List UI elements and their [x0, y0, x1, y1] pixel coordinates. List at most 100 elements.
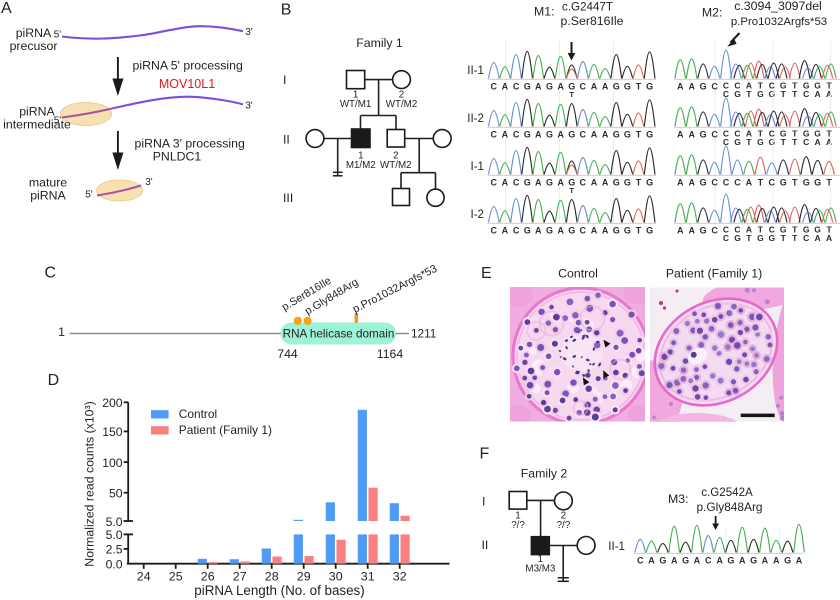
svg-text:G: G: [646, 178, 653, 188]
svg-text:III: III: [283, 191, 293, 205]
svg-text:C: C: [723, 81, 729, 91]
svg-text:WT/M2: WT/M2: [380, 160, 412, 171]
svg-text:A: A: [535, 178, 542, 188]
svg-text:30: 30: [329, 569, 343, 583]
svg-text:A: A: [815, 137, 821, 147]
svg-text:2: 2: [561, 511, 566, 522]
svg-text:T: T: [758, 225, 764, 235]
svg-text:A: A: [502, 226, 509, 236]
svg-text:G: G: [784, 555, 791, 565]
svg-text:A: A: [535, 82, 542, 92]
svg-text:C: C: [734, 129, 740, 139]
svg-text:2: 2: [393, 151, 398, 162]
svg-text:26: 26: [201, 569, 215, 583]
svg-text:T: T: [826, 81, 832, 91]
svg-text:B: B: [281, 1, 292, 18]
svg-text:G: G: [803, 129, 810, 139]
svg-text:PNLDC1: PNLDC1: [153, 150, 202, 164]
svg-text:piRNA: piRNA: [16, 26, 52, 40]
svg-text:25: 25: [169, 569, 183, 583]
svg-text:C: C: [705, 555, 712, 565]
svg-text:A: A: [677, 178, 684, 188]
svg-text:1211: 1211: [411, 326, 436, 340]
svg-text:A: A: [746, 81, 752, 91]
svg-text:G: G: [613, 178, 620, 188]
svg-text:G: G: [780, 81, 787, 91]
svg-text:T: T: [636, 226, 642, 236]
svg-text:G: G: [803, 225, 810, 235]
svg-text:A: A: [557, 82, 564, 92]
svg-text:T: T: [792, 89, 798, 99]
svg-text:c.G2447T: c.G2447T: [562, 1, 613, 14]
svg-text:T: T: [792, 81, 798, 91]
svg-text:A: A: [557, 130, 564, 140]
svg-text:T: T: [826, 225, 832, 235]
svg-text:G: G: [734, 89, 741, 99]
svg-text:G: G: [700, 226, 707, 236]
svg-text:C: C: [734, 81, 740, 91]
svg-text:A: A: [826, 89, 832, 99]
svg-text:c.3094_3097del: c.3094_3097del: [734, 0, 822, 13]
svg-text:50: 50: [109, 487, 123, 501]
svg-text:G: G: [646, 82, 653, 92]
svg-text:A: A: [773, 555, 780, 565]
svg-text:T: T: [792, 137, 798, 147]
svg-text:G: G: [750, 555, 757, 565]
svg-text:Patient (Family 1): Patient (Family 1): [179, 423, 272, 437]
svg-text:mature: mature: [29, 176, 67, 190]
svg-text:A: A: [591, 82, 598, 92]
svg-text:C: C: [711, 130, 718, 140]
svg-text:T: T: [636, 130, 642, 140]
svg-text:E: E: [481, 265, 492, 282]
svg-text:G: G: [646, 226, 653, 236]
svg-text:100: 100: [102, 456, 123, 470]
svg-text:Normalized read counts (x10³): Normalized read counts (x10³): [83, 401, 97, 566]
svg-text:27: 27: [233, 569, 247, 583]
svg-text:intermediate: intermediate: [3, 118, 71, 132]
svg-text:G: G: [568, 130, 575, 140]
svg-text:C: C: [491, 130, 498, 140]
svg-text:G: G: [768, 137, 775, 147]
svg-text:F: F: [480, 446, 490, 463]
svg-text:A: A: [826, 137, 832, 147]
svg-text:G: G: [682, 555, 689, 565]
svg-text:C: C: [734, 225, 740, 235]
svg-text:A: A: [688, 226, 695, 236]
svg-text:1: 1: [538, 554, 543, 565]
svg-text:G: G: [568, 226, 575, 236]
svg-text:p.Gly848Arg: p.Gly848Arg: [696, 500, 762, 514]
svg-text:G: G: [700, 82, 707, 92]
svg-text:T: T: [781, 137, 787, 147]
svg-text:3': 3': [245, 27, 253, 38]
svg-text:C: C: [491, 82, 498, 92]
svg-text:C: C: [580, 226, 587, 236]
svg-text:2.5: 2.5: [106, 543, 123, 557]
svg-text:WT/M1: WT/M1: [340, 99, 372, 110]
svg-text:Control: Control: [558, 267, 598, 281]
svg-text:200: 200: [102, 396, 123, 410]
svg-text:A: A: [1, 0, 12, 17]
svg-text:C: C: [734, 178, 741, 188]
svg-text:A: A: [688, 130, 695, 140]
svg-text:2: 2: [399, 90, 404, 101]
svg-text:II: II: [283, 133, 290, 147]
svg-text:G: G: [624, 82, 631, 92]
svg-text:1164: 1164: [377, 347, 404, 361]
svg-text:G: G: [803, 178, 810, 188]
svg-text:C: C: [711, 178, 718, 188]
svg-text:piRNA 3' processing: piRNA 3' processing: [135, 137, 246, 151]
svg-text:?/?: ?/?: [557, 520, 571, 531]
svg-text:C: C: [723, 225, 729, 235]
svg-text:A: A: [602, 130, 609, 140]
svg-text:C: C: [803, 233, 809, 243]
svg-text:A: A: [648, 555, 655, 565]
svg-text:D: D: [48, 372, 60, 389]
svg-text:II-1: II-1: [467, 64, 484, 77]
svg-text:A: A: [602, 226, 609, 236]
svg-text:C: C: [803, 137, 809, 147]
svg-text:I: I: [283, 73, 286, 87]
svg-text:5': 5': [85, 190, 93, 201]
svg-text:?/?: ?/?: [511, 520, 525, 531]
svg-text:piRNA 5' processing: piRNA 5' processing: [133, 59, 244, 73]
svg-text:C: C: [491, 178, 498, 188]
